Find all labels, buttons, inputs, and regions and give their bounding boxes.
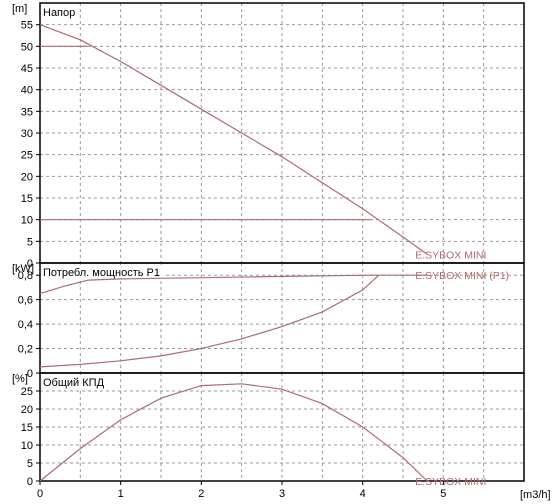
efficiency-series-0-line <box>39 383 428 482</box>
efficiency-y-tick-label: 15 <box>21 422 33 434</box>
head-y-tick-label: 35 <box>21 106 33 118</box>
efficiency-unit-label: [%] <box>12 373 28 385</box>
x-axis-unit-label: [m3/h] <box>520 489 551 501</box>
x-axis: 0 1 2 3 4 5 [m3/h] <box>37 481 551 501</box>
head-title: Напор <box>43 7 75 19</box>
power-series-0-line <box>39 274 428 295</box>
efficiency-title: Общий КПД <box>43 377 105 389</box>
power-title: Потребл. мощность P1 <box>43 267 160 279</box>
head-series-0-line <box>39 24 428 255</box>
power-title-bg <box>41 265 164 279</box>
efficiency-panel: 0 5 10 15 20 25[%] Общий КПД E.SYBOX MINI <box>12 372 525 488</box>
head-y-tick-label: 50 <box>21 41 33 53</box>
power-unit-label: [kW] <box>12 263 34 275</box>
x-tick-label: 4 <box>360 488 366 500</box>
head-title-bg <box>41 5 80 19</box>
efficiency-series-label: E.SYBOX MINI <box>415 476 486 488</box>
x-tick-label: 0 <box>37 488 43 500</box>
power-y-tick-label: 0,8 <box>18 270 33 282</box>
efficiency-y-tick-label: 10 <box>21 440 33 452</box>
efficiency-y-tick-label: 25 <box>21 386 33 398</box>
power-y-tick-label: 0,4 <box>18 319 33 331</box>
head-y-tick-label: 25 <box>21 150 33 162</box>
head-y-tick-label: 40 <box>21 85 33 97</box>
power-y-tick-label: 0,2 <box>18 344 33 356</box>
head-y-tick-label: 15 <box>21 193 33 205</box>
power-y-tick-label: 0,6 <box>18 295 33 307</box>
x-tick-label: 3 <box>279 488 285 500</box>
efficiency-title-bg <box>41 375 109 389</box>
head-y-tick-label: 5 <box>27 236 33 248</box>
head-y-tick-label: 55 <box>21 20 33 32</box>
power-series-1-line <box>39 274 380 368</box>
efficiency-y-tick-label: 5 <box>27 458 33 470</box>
head-y-tick-label: 20 <box>21 171 33 183</box>
efficiency-y-tick-label: 0 <box>27 476 33 488</box>
head-y-tick-label: 45 <box>21 63 33 75</box>
power-y-tick-label: 0 <box>27 368 33 380</box>
x-tick-label: 2 <box>198 488 204 500</box>
x-tick-label: 5 <box>440 488 446 500</box>
head-series-label: E.SYBOX MINI <box>415 249 486 261</box>
power-panel: 0 0,2 0,4 0,6 0,8[kW] Потребл. мощность P1 E.S… <box>12 262 525 380</box>
efficiency-y-tick-label: 20 <box>21 404 33 416</box>
head-y-tick-label: 0 <box>27 258 33 270</box>
x-tick-label: 1 <box>118 488 124 500</box>
head-unit-label: [m] <box>12 3 27 15</box>
power-series-label: E.SYBOX MINI (P1) <box>415 270 509 282</box>
head-y-tick-label: 30 <box>21 128 33 140</box>
head-y-tick-label: 10 <box>21 215 33 227</box>
head-panel: 0 5 10 15 20 25 30 35 40 45 50 55 [m] Напор E.SYBOX MI… <box>12 2 525 270</box>
